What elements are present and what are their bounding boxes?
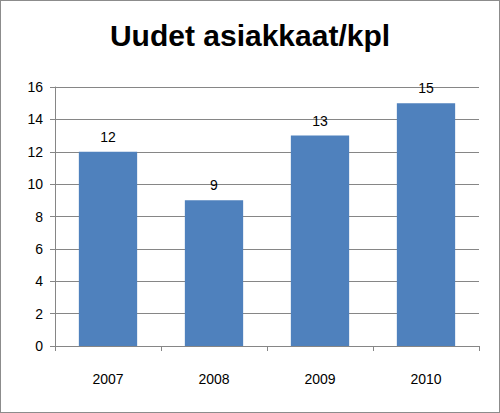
svg-text:9: 9 [210, 177, 218, 193]
svg-text:8: 8 [35, 209, 43, 225]
svg-text:Uudet asiakkaat/kpl: Uudet asiakkaat/kpl [110, 19, 390, 52]
svg-text:0: 0 [35, 338, 43, 354]
svg-text:2010: 2010 [410, 371, 441, 387]
svg-text:12: 12 [27, 144, 43, 160]
svg-text:2008: 2008 [198, 371, 229, 387]
svg-text:6: 6 [35, 241, 43, 257]
svg-text:15: 15 [418, 80, 434, 96]
svg-text:16: 16 [27, 79, 43, 95]
svg-text:2007: 2007 [92, 371, 123, 387]
svg-text:10: 10 [27, 176, 43, 192]
svg-text:4: 4 [35, 273, 43, 289]
svg-text:12: 12 [100, 129, 116, 145]
svg-text:2009: 2009 [304, 371, 335, 387]
svg-text:14: 14 [27, 111, 43, 127]
svg-text:13: 13 [312, 113, 328, 129]
svg-text:2: 2 [35, 306, 43, 322]
